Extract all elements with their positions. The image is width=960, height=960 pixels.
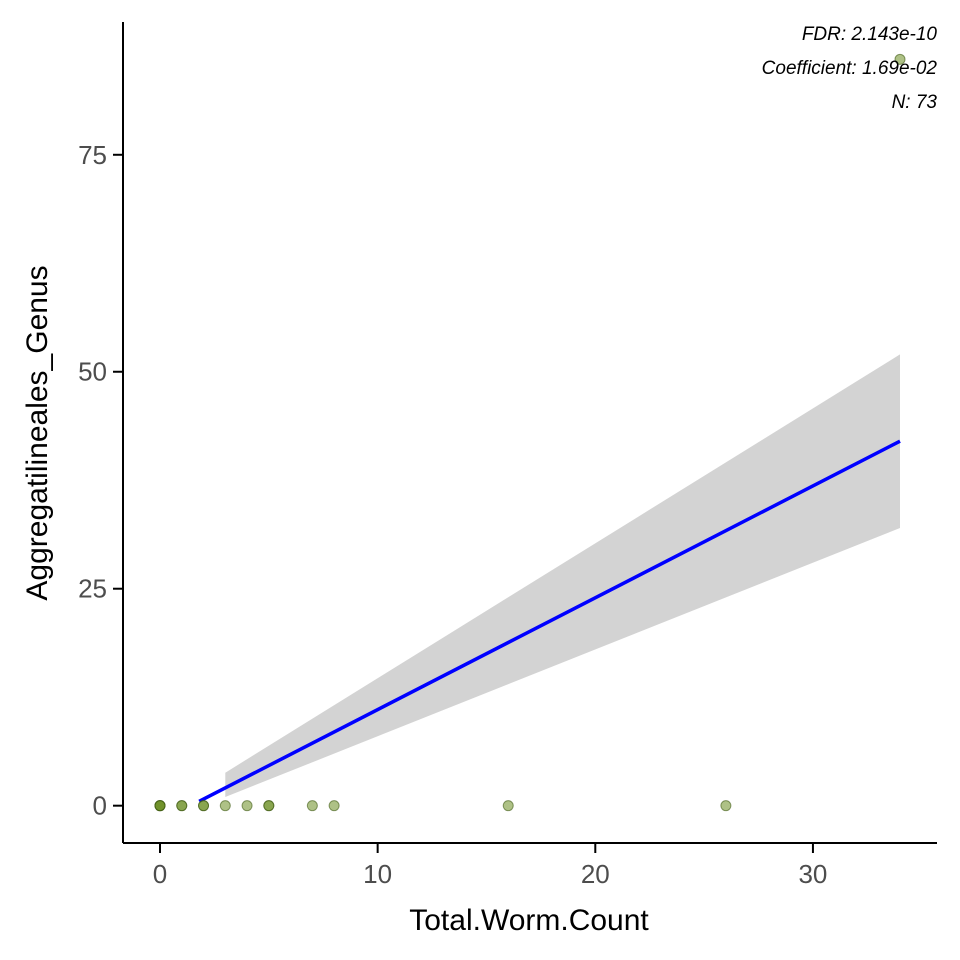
confidence-band [225, 354, 900, 798]
y-tick-label: 25 [78, 574, 107, 604]
y-tick-label: 75 [78, 140, 107, 170]
annotation-coefficient: Coefficient: 1.69e-02 [762, 58, 938, 79]
confidence-band-layer [225, 354, 900, 798]
y-ticks: 0 25 50 75 [78, 140, 123, 821]
x-tick-label: 30 [798, 859, 827, 889]
annotation-fdr: FDR: 2.143e-10 [802, 24, 938, 45]
data-point [219, 800, 231, 812]
regression-line [198, 439, 901, 803]
data-point [198, 800, 210, 812]
points-layer [154, 53, 906, 812]
x-ticks: 0 10 20 30 [153, 843, 827, 889]
data-point [176, 800, 188, 812]
y-tick-label: 50 [78, 357, 107, 387]
fit-line-layer [198, 439, 901, 803]
data-point [263, 800, 275, 812]
data-point [306, 800, 318, 812]
x-tick-label: 20 [581, 859, 610, 889]
data-point [241, 800, 253, 812]
data-point [720, 800, 732, 812]
x-tick-label: 0 [153, 859, 167, 889]
data-point [154, 800, 166, 812]
y-axis-title: Aggregatilineales_Genus [21, 265, 54, 600]
data-point [328, 800, 340, 812]
annotation-n: N: 73 [892, 92, 938, 113]
x-tick-label: 10 [363, 859, 392, 889]
data-point [894, 53, 906, 65]
data-point [502, 800, 514, 812]
y-tick-label: 0 [93, 791, 107, 821]
x-axis-title: Total.Worm.Count [409, 904, 649, 937]
